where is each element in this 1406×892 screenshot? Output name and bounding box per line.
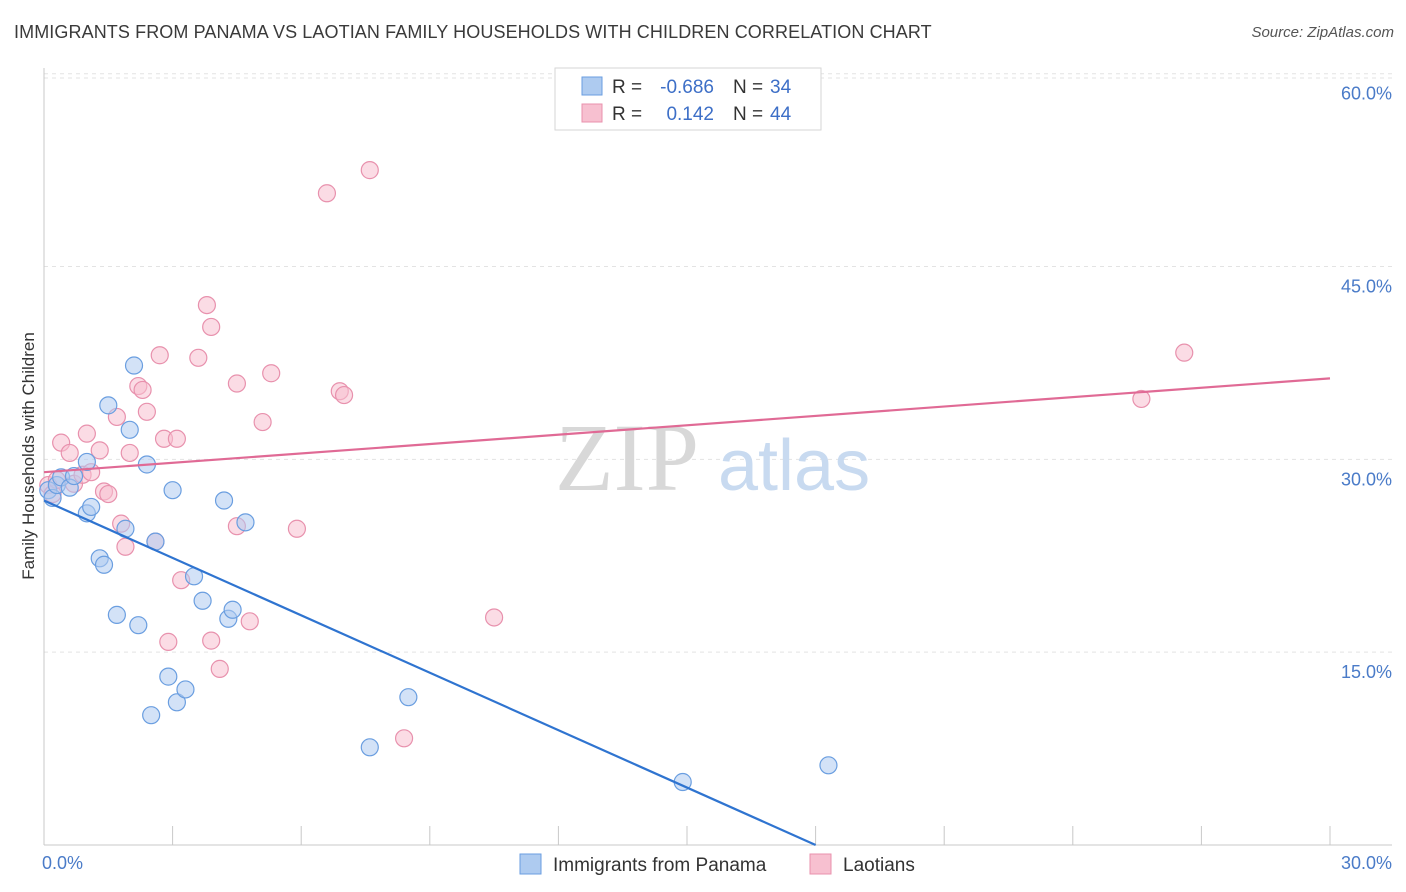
laotians-point (227, 374, 246, 393)
laotians-point (317, 184, 337, 203)
panama-point (223, 600, 242, 619)
laotians-point (197, 295, 216, 315)
laotians-point (77, 424, 96, 443)
panama-point (129, 616, 148, 635)
panama-point (193, 591, 212, 610)
laotians-point (202, 631, 221, 650)
panama-point (167, 693, 186, 712)
panama-point (94, 555, 114, 574)
panama-point (819, 756, 838, 775)
laotians-point (253, 412, 272, 432)
legend-r-label-laotians: R = (612, 104, 642, 125)
x-tick-label-max: 30.0% (1341, 853, 1392, 873)
legend-r-label-panama: R = (612, 77, 642, 98)
panama-point (159, 667, 178, 686)
laotians-point (159, 632, 178, 651)
laotians-point (150, 346, 169, 365)
y-axis-label: Family Households with Children (19, 332, 38, 580)
legend-swatch-laotians (581, 103, 603, 123)
correlation-legend: R = -0.686 N = 34 R = 0.142 N = 44 (554, 67, 822, 131)
laotians-point (262, 364, 281, 383)
panama-point (399, 688, 418, 707)
panama-point (120, 420, 139, 439)
panama-point (77, 452, 96, 472)
legend-n-label-laotians: N = (733, 104, 763, 125)
panama-point (99, 396, 118, 415)
laotians-point (189, 348, 208, 367)
bottom-legend-label-panama: Immigrants from Panama (553, 855, 767, 876)
laotians-point (240, 612, 259, 631)
laotians-point (202, 317, 221, 337)
trend-lines (43, 377, 1331, 847)
laotians-point (360, 161, 379, 180)
panama-trend-line (43, 499, 817, 847)
bottom-legend-label-laotians: Laotians (843, 855, 915, 876)
laotians-point (133, 380, 152, 400)
panama-point (214, 491, 234, 510)
legend-n-value-panama: 34 (770, 77, 792, 98)
bottom-legend-swatch-laotians (809, 853, 832, 875)
panama-point (163, 481, 182, 500)
panama-points (39, 356, 838, 792)
y-tick-label: 60.0% (1341, 84, 1392, 104)
laotians-point (137, 402, 156, 421)
panama-point (236, 513, 255, 532)
laotians-point (99, 484, 118, 504)
source-label: Source: ZipAtlas.com (1251, 24, 1394, 41)
laotians-point (90, 441, 109, 460)
laotians-point (116, 537, 135, 556)
laotians-point (287, 519, 307, 538)
laotians-point (120, 443, 139, 463)
x-tick-label-min: 0.0% (42, 853, 83, 873)
watermark-atlas: atlas (718, 426, 870, 506)
laotians-point (394, 729, 414, 748)
laotians-point (485, 608, 504, 627)
laotians-point (210, 659, 229, 678)
laotians-trend-line (43, 377, 1331, 474)
legend-n-label-panama: N = (733, 77, 763, 98)
laotians-point (167, 429, 186, 448)
gridlines (44, 73, 1392, 653)
panama-point (360, 738, 379, 757)
laotians-point (334, 385, 354, 405)
legend-r-value-panama: -0.686 (660, 77, 714, 98)
laotians-point (1175, 343, 1194, 362)
panama-point (142, 706, 161, 725)
chart-title: IMMIGRANTS FROM PANAMA VS LAOTIAN FAMILY… (14, 22, 932, 42)
panama-point (64, 466, 84, 486)
watermark-zip: ZIP (555, 404, 699, 511)
panama-point (176, 680, 195, 699)
panama-point (82, 497, 101, 517)
laotians-point (60, 443, 79, 463)
y-tick-label: 15.0% (1341, 662, 1392, 682)
legend-swatch-panama (581, 76, 603, 96)
legend-n-value-laotians: 44 (770, 104, 792, 125)
x-tick-marks (43, 826, 1331, 845)
bottom-legend-swatch-panama (519, 853, 542, 875)
panama-point (107, 605, 126, 624)
legend-r-value-laotians: 0.142 (666, 104, 714, 125)
y-tick-label: 45.0% (1341, 277, 1392, 297)
panama-point (124, 356, 144, 375)
series-legend: Immigrants from Panama Laotians (519, 853, 915, 876)
laotians-point (1132, 389, 1151, 409)
y-tick-label: 30.0% (1341, 469, 1392, 489)
